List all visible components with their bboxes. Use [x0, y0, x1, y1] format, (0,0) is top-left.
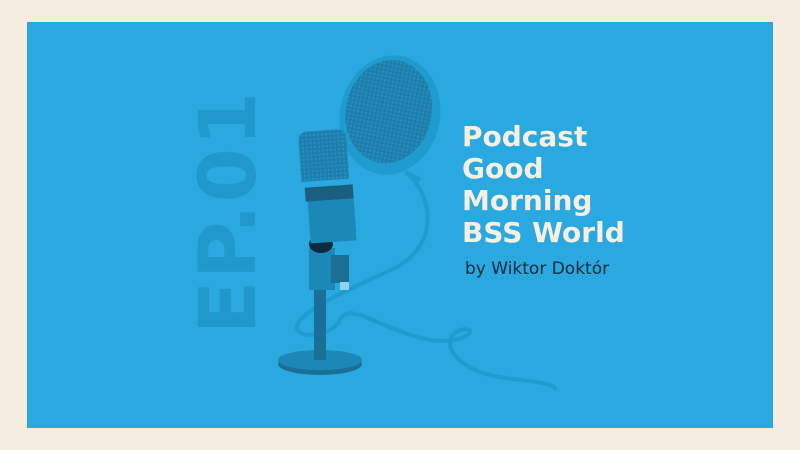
title-line: BSS World — [462, 216, 625, 249]
title-line: Good — [462, 152, 544, 185]
mic-head — [298, 129, 350, 182]
mic-pole — [314, 270, 326, 360]
cable — [295, 173, 557, 390]
podcast-title: Podcast Good Morning BSS World — [462, 121, 625, 249]
title-line: Podcast — [462, 120, 588, 153]
pop-filter — [339, 55, 441, 175]
title-line: Morning — [462, 184, 593, 217]
byline: by Wiktor Doktór — [465, 259, 610, 279]
